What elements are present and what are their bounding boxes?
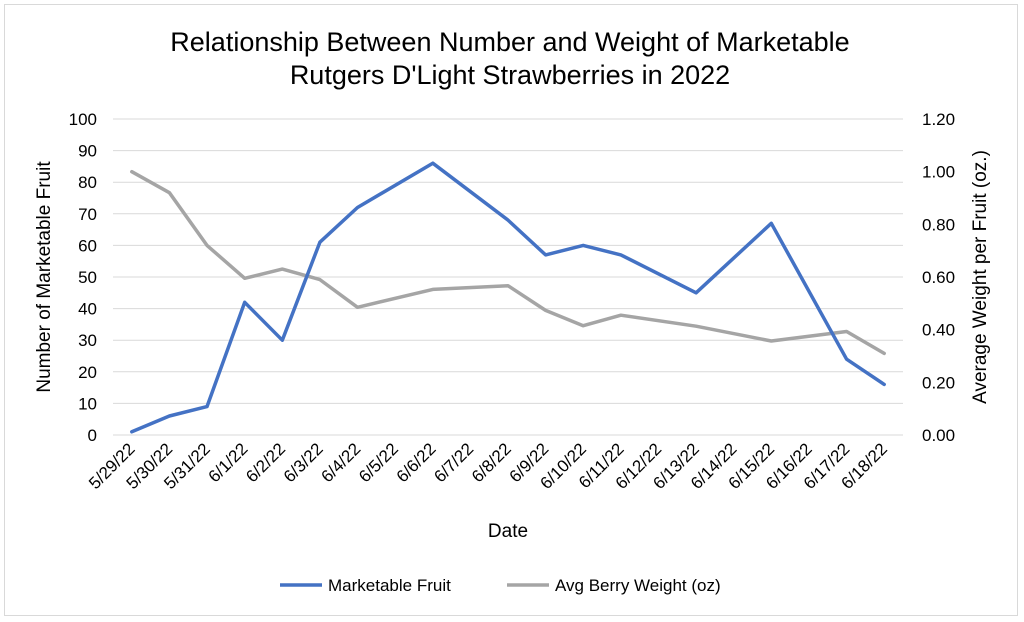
x-tick-label: 6/1/22 — [205, 439, 252, 486]
right-y-axis-title: Average Weight per Fruit (oz.) — [970, 150, 991, 404]
left-y-tick-label: 80 — [78, 173, 97, 192]
left-y-axis-ticks: 0 10 20 30 40 50 60 70 80 90 100 — [69, 110, 97, 445]
x-tick-label: 6/4/22 — [317, 439, 364, 486]
left-y-tick-label: 40 — [78, 300, 97, 319]
legend-label: Avg Berry Weight (oz) — [555, 576, 721, 595]
right-y-axis-ticks: 0.00 0.20 0.40 0.60 0.80 1.00 1.20 — [922, 110, 955, 445]
x-tick-label: 6/3/22 — [280, 439, 327, 486]
right-y-tick-label: 0.60 — [922, 268, 955, 287]
left-y-tick-label: 20 — [78, 363, 97, 382]
left-y-tick-label: 0 — [88, 426, 97, 445]
left-y-tick-label: 70 — [78, 205, 97, 224]
right-y-tick-label: 0.40 — [922, 321, 955, 340]
left-y-axis-title: Number of Marketable Fruit — [34, 161, 55, 393]
chart-title-line-1: Relationship Between Number and Weight o… — [170, 27, 849, 57]
x-tick-label: 6/2/22 — [242, 439, 289, 486]
x-tick-label: 6/6/22 — [393, 439, 440, 486]
x-tick-label: 6/5/22 — [355, 439, 402, 486]
chart-title-line-2: Rutgers D'Light Strawberries in 2022 — [290, 60, 730, 90]
x-axis-ticks: 5/29/225/30/225/31/226/1/226/2/226/3/226… — [85, 439, 891, 493]
x-tick-label: 6/7/22 — [430, 439, 477, 486]
x-tick-label: 6/8/22 — [468, 439, 515, 486]
left-y-tick-label: 30 — [78, 331, 97, 350]
right-y-tick-label: 1.20 — [922, 110, 955, 129]
left-y-tick-label: 100 — [69, 110, 97, 129]
right-y-tick-label: 0.00 — [922, 426, 955, 445]
right-y-tick-label: 0.20 — [922, 373, 955, 392]
chart-frame — [4, 4, 1018, 616]
right-y-tick-label: 1.00 — [922, 163, 955, 182]
right-y-tick-label: 0.80 — [922, 215, 955, 234]
legend-label: Marketable Fruit — [328, 576, 451, 595]
left-y-tick-label: 50 — [78, 268, 97, 287]
gridlines — [113, 118, 903, 436]
series-line — [130, 161, 886, 434]
series-lines — [130, 161, 886, 434]
left-y-tick-label: 10 — [78, 394, 97, 413]
left-y-tick-label: 60 — [78, 236, 97, 255]
series-line — [130, 169, 886, 356]
x-axis-title: Date — [488, 521, 528, 542]
left-y-tick-label: 90 — [78, 142, 97, 161]
legend: Marketable Fruit Avg Berry Weight (oz) — [280, 576, 721, 595]
